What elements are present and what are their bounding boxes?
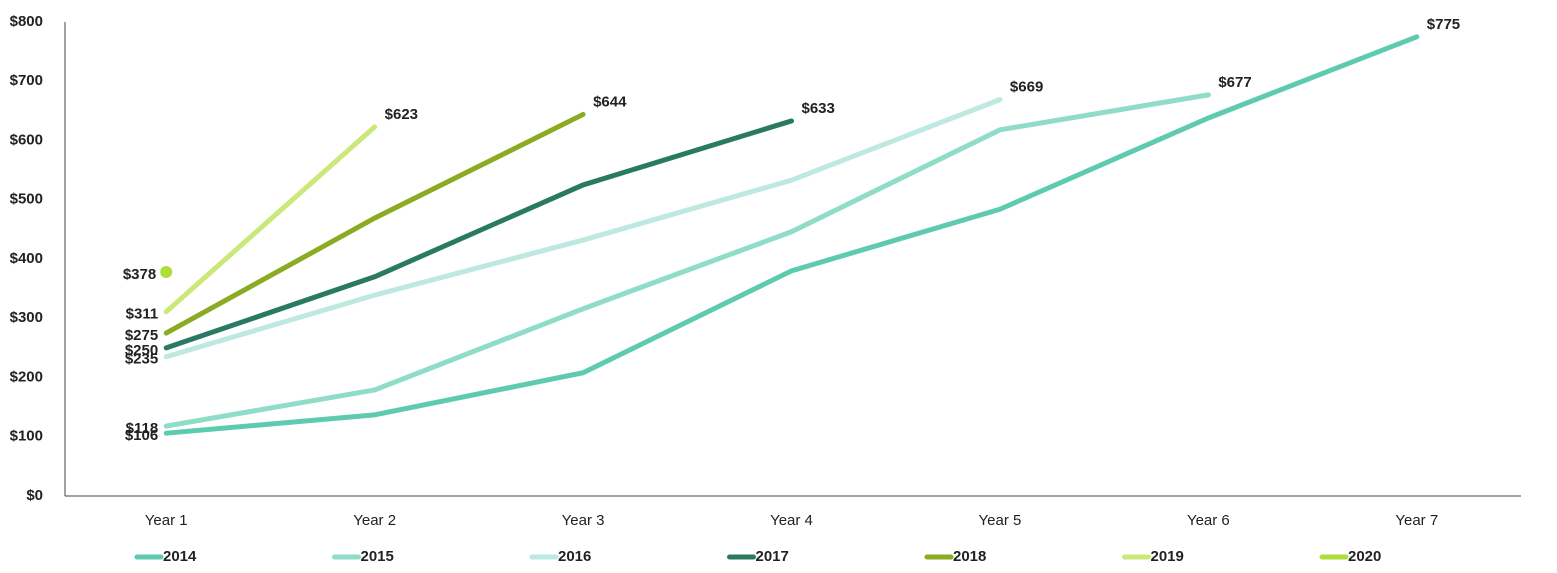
y-tick-label: $200 bbox=[10, 368, 43, 385]
data-label: $235 bbox=[125, 351, 158, 368]
x-tick-label: Year 7 bbox=[1395, 512, 1438, 529]
x-tick-label: Year 6 bbox=[1187, 512, 1230, 529]
legend-label: 2020 bbox=[1348, 548, 1381, 565]
data-label: $644 bbox=[593, 93, 627, 110]
data-label: $669 bbox=[1010, 79, 1043, 96]
y-tick-label: $800 bbox=[10, 13, 43, 30]
x-tick-label: Year 3 bbox=[562, 512, 605, 529]
y-tick-label: $600 bbox=[10, 131, 43, 148]
x-tick-label: Year 5 bbox=[979, 512, 1022, 529]
data-label: $118 bbox=[126, 420, 159, 437]
series-point bbox=[160, 266, 173, 279]
x-tick-label: Year 2 bbox=[353, 512, 396, 529]
data-label: $311 bbox=[126, 306, 159, 323]
data-label: $275 bbox=[125, 327, 158, 344]
y-tick-label: $500 bbox=[10, 191, 43, 208]
series-line bbox=[163, 111, 586, 336]
data-label: $775 bbox=[1427, 16, 1460, 33]
legend-label: 2015 bbox=[361, 548, 394, 565]
y-tick-label: $300 bbox=[10, 309, 43, 326]
data-label: $378 bbox=[123, 266, 156, 283]
data-label: $106 bbox=[125, 427, 158, 444]
series-line bbox=[163, 118, 794, 351]
series-line bbox=[163, 124, 378, 315]
series-line bbox=[163, 34, 1420, 436]
y-tick-label: $700 bbox=[10, 72, 43, 89]
x-tick-label: Year 4 bbox=[770, 512, 813, 529]
y-tick-label: $0 bbox=[26, 487, 43, 504]
series-line bbox=[163, 97, 1003, 360]
data-label: $633 bbox=[802, 100, 835, 117]
data-label: $623 bbox=[385, 106, 418, 123]
legend-label: 2019 bbox=[1151, 548, 1184, 565]
data-label: $677 bbox=[1218, 74, 1251, 91]
series-line bbox=[163, 92, 1211, 429]
legend-label: 2016 bbox=[558, 548, 591, 565]
legend-label: 2018 bbox=[953, 548, 986, 565]
legend-label: 2017 bbox=[756, 548, 789, 565]
x-tick-label: Year 1 bbox=[145, 512, 188, 529]
y-tick-label: $400 bbox=[10, 250, 43, 267]
y-tick-label: $100 bbox=[10, 428, 43, 445]
data-label: $250 bbox=[125, 342, 158, 359]
legend-label: 2014 bbox=[163, 548, 197, 565]
